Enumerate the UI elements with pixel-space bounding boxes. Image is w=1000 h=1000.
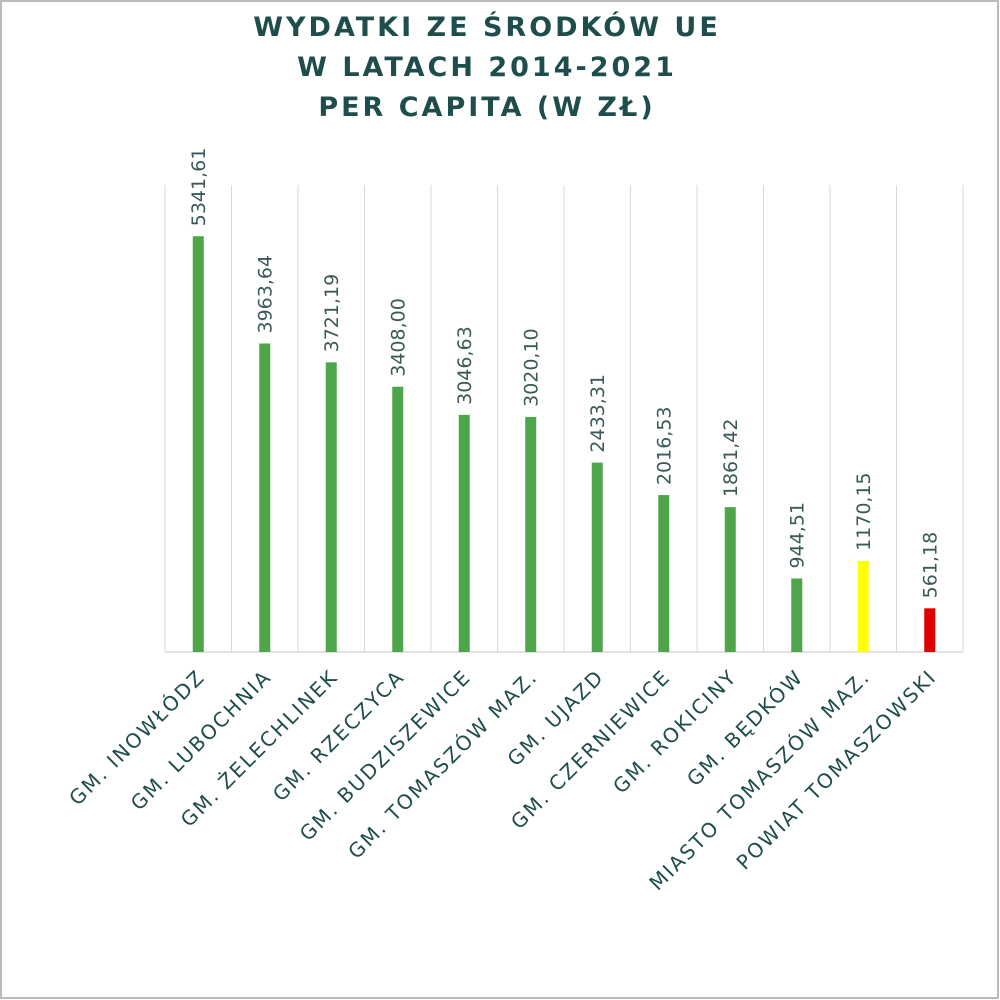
bar	[658, 495, 670, 652]
bar	[525, 416, 537, 652]
chart-title: PER CAPITA (W ZŁ)	[318, 92, 655, 123]
value-label: 1170,15	[853, 472, 875, 551]
chart-title: WYDATKI ZE ŚRODKÓW UE	[253, 11, 721, 43]
value-label: 5341,61	[188, 148, 210, 227]
value-label: 3408,00	[388, 298, 410, 377]
value-label: 1861,42	[720, 419, 742, 498]
bar	[259, 343, 271, 652]
value-label: 3046,63	[454, 326, 476, 405]
value-label: 2016,53	[654, 406, 676, 485]
chart-title: W LATACH 2014-2021	[297, 52, 677, 83]
x-tick-label: GM. BĘDKÓW	[682, 665, 808, 791]
bar	[724, 507, 736, 652]
bar	[924, 608, 936, 652]
bar	[857, 560, 869, 652]
value-label: 3963,64	[255, 255, 277, 334]
value-label: 944,51	[787, 502, 809, 568]
x-tick-label: GM. ROKICINY	[608, 665, 742, 799]
bar	[392, 386, 404, 652]
value-label: 561,18	[920, 532, 942, 598]
bar	[325, 362, 337, 652]
value-label: 3721,19	[321, 274, 343, 353]
bar	[591, 462, 603, 652]
value-label: 3020,10	[521, 328, 543, 407]
bar	[791, 578, 803, 652]
value-label: 2433,31	[587, 374, 609, 453]
bar	[192, 236, 204, 652]
bar	[458, 414, 470, 652]
